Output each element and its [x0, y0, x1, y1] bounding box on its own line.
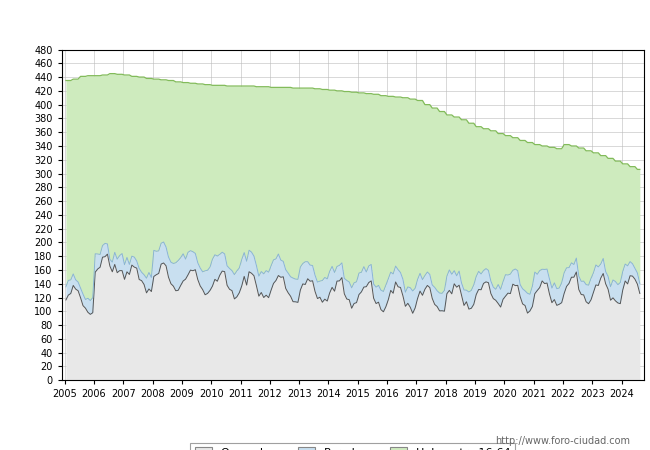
Legend: Ocupados, Parados, Hab. entre 16-64: Ocupados, Parados, Hab. entre 16-64	[190, 443, 515, 450]
Text: foro-ciudad.com: foro-ciudad.com	[263, 212, 442, 231]
Text: Ponga - Evolucion de la poblacion en edad de Trabajar Agosto de 2024: Ponga - Evolucion de la poblacion en eda…	[90, 15, 560, 28]
Text: http://www.foro-ciudad.com: http://www.foro-ciudad.com	[495, 436, 630, 446]
